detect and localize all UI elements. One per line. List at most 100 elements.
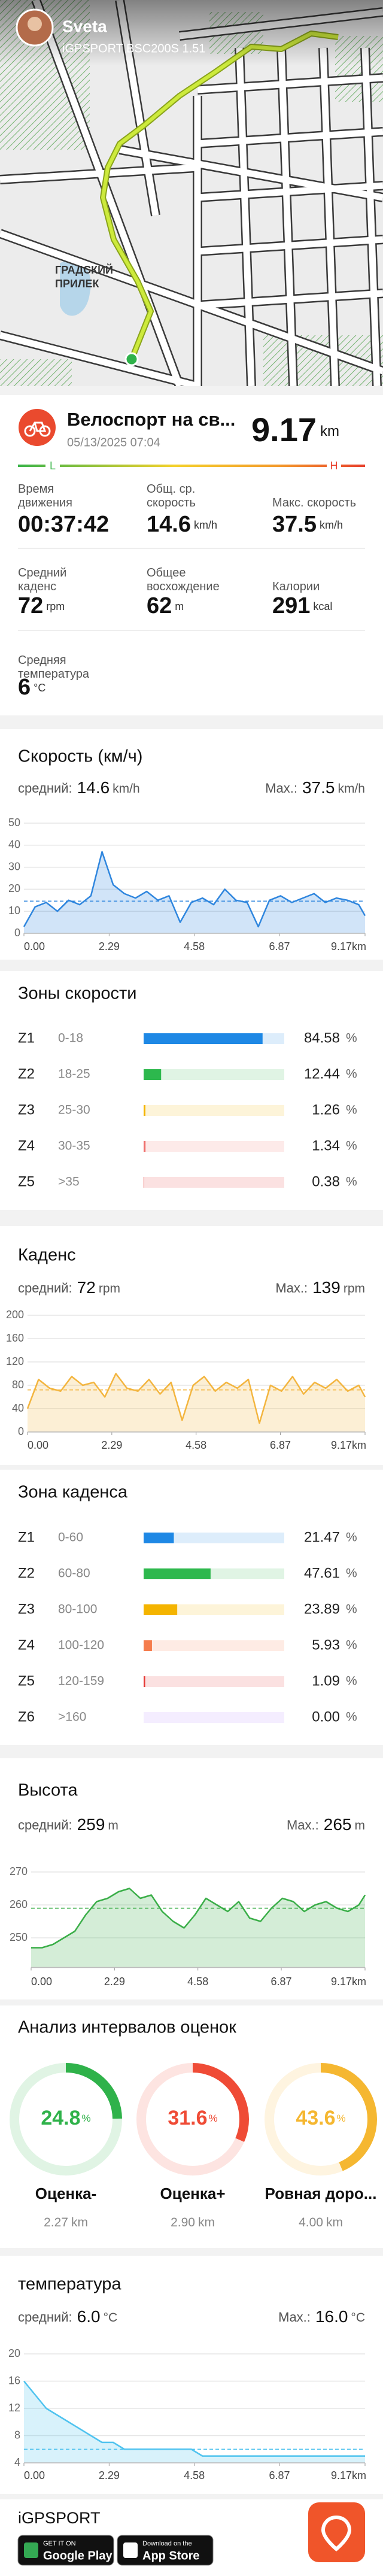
zone-bar — [144, 1676, 145, 1687]
zone-name: Z3 — [18, 1601, 35, 1617]
sport-icon-wheel — [24, 425, 36, 437]
zone-range: 120-159 — [58, 1674, 104, 1688]
chart-title: Высота — [18, 1781, 78, 1800]
y-tick-label: 120 — [6, 1355, 24, 1367]
average: средний: 72 rpm — [18, 1278, 120, 1297]
maximum-label: Max.: — [278, 2310, 311, 2325]
zone-track — [144, 1177, 284, 1188]
y-tick-label: 0 — [18, 1425, 24, 1437]
card — [0, 1758, 383, 1999]
y-tick-label: 200 — [6, 1309, 24, 1321]
stat-value: 291 kcal — [272, 593, 332, 618]
zone-range: 0-18 — [58, 1031, 83, 1045]
stat-unit: rpm — [46, 600, 65, 612]
park-area — [0, 359, 72, 386]
zone-range: 60-80 — [58, 1567, 90, 1580]
card — [0, 395, 383, 715]
interval-distance-value: 2.27 — [44, 2216, 68, 2229]
store-badge-top: GET IT ON — [43, 2540, 76, 2547]
stat-label: Средняя температура — [18, 654, 89, 681]
average-value: 72 — [77, 1278, 96, 1297]
road — [119, 146, 383, 201]
zone-range: 80-100 — [58, 1603, 97, 1616]
line — [31, 1888, 366, 1949]
maximum: Max.: 265 m — [287, 1815, 365, 1834]
ring-unit: % — [209, 2113, 218, 2124]
stat-label: Время движения — [18, 483, 73, 509]
maximum-unit: m — [355, 1819, 366, 1832]
maximum-unit: km/h — [338, 782, 365, 796]
zone-unit: % — [346, 1139, 357, 1153]
card — [0, 1226, 383, 1465]
zone-track — [144, 1676, 284, 1687]
zone-range: 25-30 — [58, 1103, 90, 1117]
road — [236, 47, 255, 386]
zone-unit: % — [346, 1175, 357, 1189]
ring-value: 43.6 — [296, 2107, 335, 2129]
zone-name: Z1 — [18, 1030, 35, 1046]
x-tick-label: 2.29 — [104, 1976, 125, 1988]
zone-track — [144, 1604, 284, 1615]
interval-distance-value: 2.90 — [171, 2216, 195, 2229]
x-tick-label: 4.58 — [184, 940, 205, 952]
ring-value: 24.8 — [41, 2107, 80, 2129]
stat-value: 14.6 km/h — [147, 512, 217, 537]
maximum: Max.: 37.5 km/h — [265, 778, 365, 797]
distance-unit: km — [320, 423, 339, 439]
interval-distance-unit: km — [326, 2216, 343, 2229]
x-tick-label: 6.87 — [269, 940, 290, 952]
store-badge — [117, 2535, 214, 2566]
map-label: ПРИЛЕК — [55, 278, 100, 290]
zone-track — [144, 1533, 284, 1543]
road — [0, 230, 383, 375]
interval-distance-unit: km — [198, 2216, 215, 2229]
zone-value: 0.00 — [312, 1709, 340, 1725]
zone-range: 18-25 — [58, 1067, 90, 1081]
ring-arc — [265, 2063, 377, 2176]
zone-bar — [144, 1105, 145, 1116]
zone-name: Z2 — [18, 1565, 35, 1581]
maximum-label: Max.: — [265, 781, 297, 796]
average-label: средний: — [18, 1281, 72, 1295]
average: средний: 6.0 °C — [18, 2307, 117, 2326]
interval-distance: 2.27 km — [44, 2216, 88, 2229]
y-tick-label: 260 — [10, 1898, 28, 1910]
water — [60, 259, 91, 316]
store-badge-name: Google Play — [43, 2549, 113, 2562]
zone-name: Z6 — [18, 1709, 35, 1725]
top-shade — [0, 0, 383, 66]
interval-distance: 2.90 km — [171, 2216, 215, 2229]
zone-value: 23.89 — [304, 1601, 340, 1617]
x-tick-label: 4.58 — [186, 1439, 206, 1451]
x-tick-label: 6.87 — [269, 2469, 290, 2481]
y-tick-label: 10 — [8, 905, 20, 917]
y-tick-label: 20 — [8, 882, 20, 894]
distance: 9.17 km — [251, 411, 339, 448]
zone-value: 1.34 — [312, 1137, 340, 1154]
x-tick-label: 4.58 — [187, 1976, 208, 1988]
chart-title: Каденс — [18, 1246, 76, 1265]
zone-bar — [144, 1033, 263, 1044]
avatar-face — [28, 17, 42, 31]
x-tick-label: 2.29 — [99, 2469, 120, 2481]
stat-number: 14.6 — [147, 512, 191, 537]
ring-arc — [10, 2063, 122, 2176]
average: средний: 14.6 km/h — [18, 778, 140, 797]
route-start — [124, 352, 139, 366]
zone-name: Z5 — [18, 1673, 35, 1689]
zone-range: 0-60 — [58, 1531, 83, 1545]
road — [197, 128, 383, 147]
road — [197, 74, 383, 93]
section-title: Анализ интервалов оценок — [18, 2018, 236, 2037]
map-label: ГРАДСКИЙ — [55, 263, 113, 276]
app-icon-pin — [321, 2515, 352, 2551]
card — [0, 2256, 383, 2494]
stat-value: 37.5 km/h — [272, 512, 343, 537]
zone-unit: % — [346, 1567, 357, 1580]
zone-unit: % — [346, 1639, 357, 1652]
maximum-unit: rpm — [344, 1282, 365, 1295]
zone-range: >35 — [58, 1175, 80, 1189]
maximum-value: 265 — [324, 1815, 352, 1834]
zone-unit: % — [346, 1674, 357, 1688]
